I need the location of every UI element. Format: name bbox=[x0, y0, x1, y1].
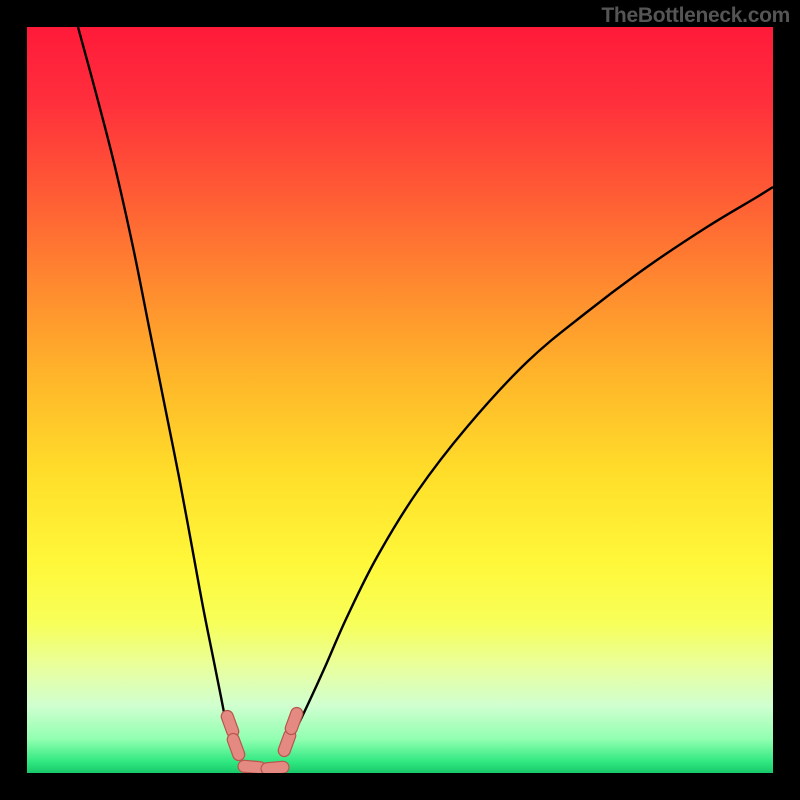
watermark-text: TheBottleneck.com bbox=[601, 4, 790, 28]
chart-frame: TheBottleneck.com bbox=[0, 0, 800, 800]
marker-capsule bbox=[261, 761, 290, 773]
plot-area bbox=[27, 27, 773, 773]
gradient-background bbox=[27, 27, 773, 773]
chart-svg bbox=[27, 27, 773, 773]
